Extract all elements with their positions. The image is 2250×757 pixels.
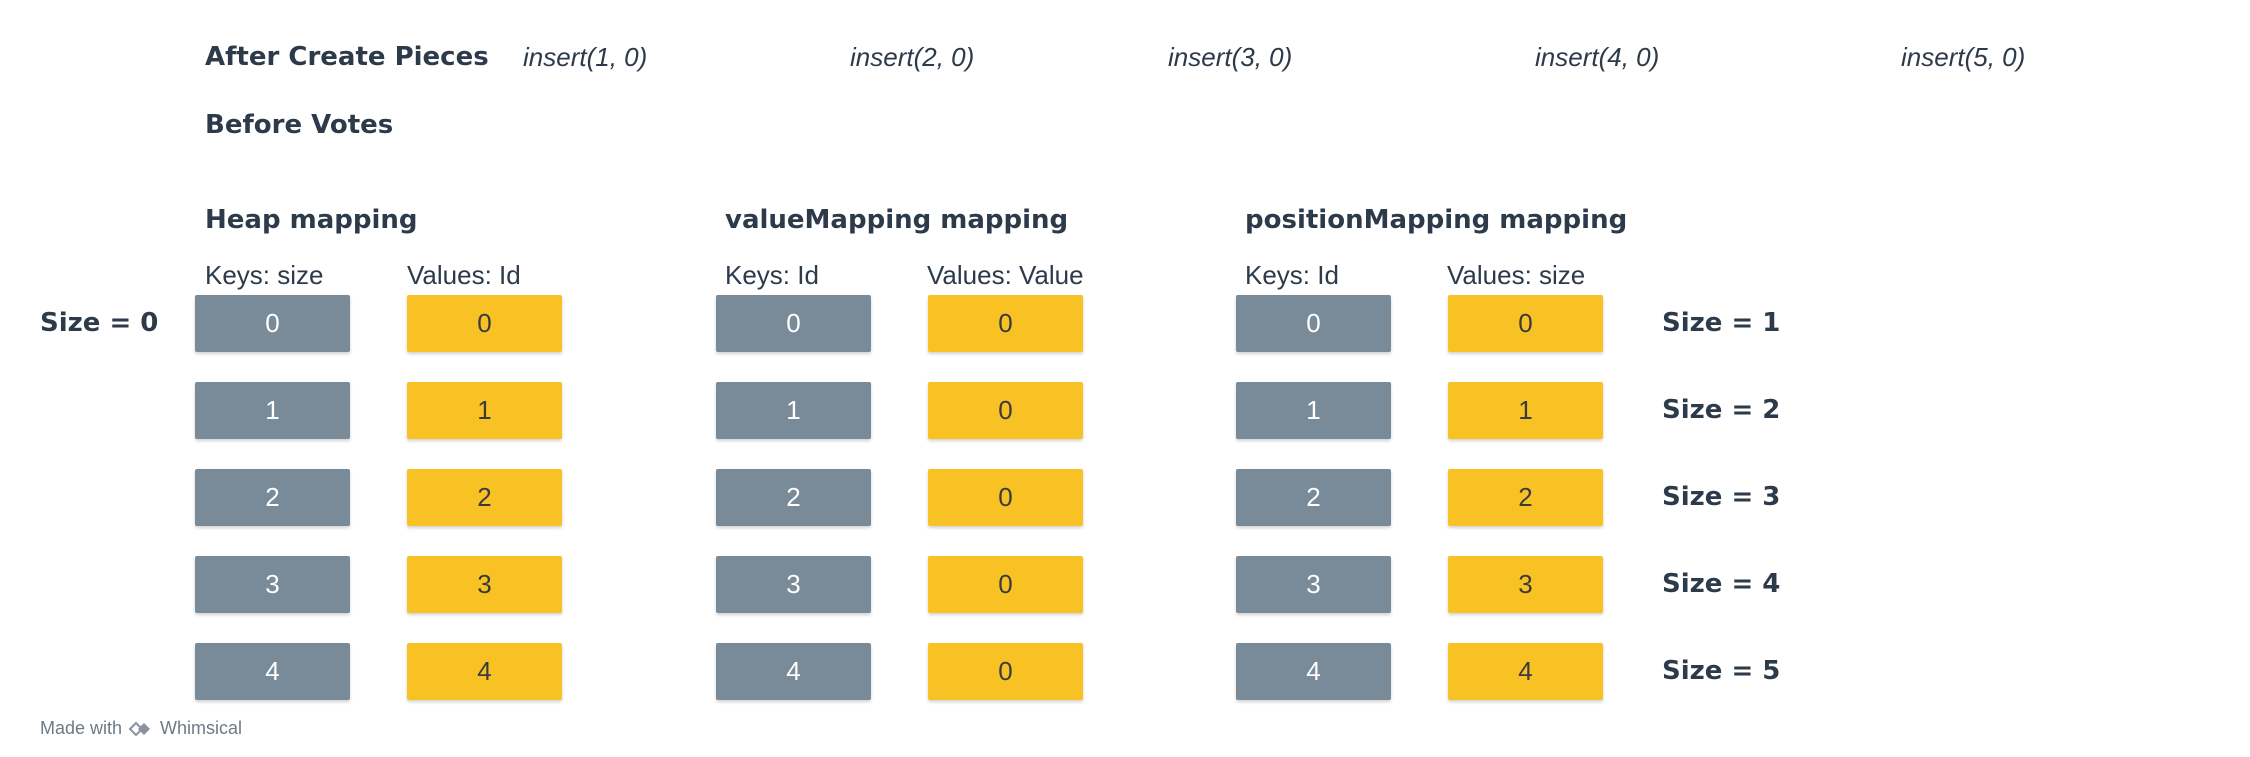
heap-key-box: 2	[195, 469, 350, 526]
position-mapping-value-box: 0	[1448, 295, 1603, 352]
value-mapping-value-box: 0	[928, 643, 1083, 700]
position-mapping-values-header: Values: size	[1447, 260, 1586, 290]
heap-value-box: 0	[407, 295, 562, 352]
position-mapping-key-box: 2	[1236, 469, 1391, 526]
before-votes-label: Before Votes	[205, 110, 394, 140]
whimsical-logo-icon	[128, 720, 154, 738]
value-mapping-value-box: 0	[928, 382, 1083, 439]
position-mapping-key-box: 4	[1236, 643, 1391, 700]
value-mapping-value-box: 0	[928, 295, 1083, 352]
made-with-label: Made with	[40, 718, 123, 738]
position-mapping-key-box: 1	[1236, 382, 1391, 439]
insert-label-4: insert(4, 0)	[1535, 42, 1660, 72]
value-mapping-key-box: 3	[716, 556, 871, 613]
position-mapping-keys-header: Keys: Id	[1245, 260, 1339, 290]
footer[interactable]: Made with Whimsical	[40, 718, 242, 739]
heap-value-box: 4	[407, 643, 562, 700]
position-mapping-title: positionMapping mapping	[1245, 205, 1628, 235]
position-mapping-value-box: 3	[1448, 556, 1603, 613]
heap-key-box: 3	[195, 556, 350, 613]
after-create-pieces-label: After Create Pieces	[205, 42, 489, 72]
heap-value-box: 2	[407, 469, 562, 526]
size-label: Size = 2	[1662, 395, 1781, 425]
position-mapping-value-box: 4	[1448, 643, 1603, 700]
whimsical-brand-label: Whimsical	[160, 718, 243, 738]
heap-value-box: 3	[407, 556, 562, 613]
position-mapping-key-box: 0	[1236, 295, 1391, 352]
heap-keys-header: Keys: size	[205, 260, 324, 290]
value-mapping-key-box: 4	[716, 643, 871, 700]
heap-key-box: 0	[195, 295, 350, 352]
size-label: Size = 5	[1662, 656, 1781, 686]
value-mapping-value-box: 0	[928, 469, 1083, 526]
heap-key-box: 1	[195, 382, 350, 439]
value-mapping-key-box: 2	[716, 469, 871, 526]
value-mapping-keys-header: Keys: Id	[725, 260, 819, 290]
insert-label-3: insert(3, 0)	[1168, 42, 1293, 72]
value-mapping-values-header: Values: Value	[927, 260, 1084, 290]
size-label: Size = 3	[1662, 482, 1781, 512]
insert-label-1: insert(1, 0)	[523, 42, 648, 72]
heap-value-box: 1	[407, 382, 562, 439]
value-mapping-value-box: 0	[928, 556, 1083, 613]
value-mapping-key-box: 1	[716, 382, 871, 439]
size-label: Size = 1	[1662, 308, 1781, 338]
heap-mapping-title: Heap mapping	[205, 205, 418, 235]
insert-label-5: insert(5, 0)	[1901, 42, 2026, 72]
value-mapping-key-box: 0	[716, 295, 871, 352]
value-mapping-title: valueMapping mapping	[725, 205, 1069, 235]
position-mapping-value-box: 1	[1448, 382, 1603, 439]
size-zero-label: Size = 0	[40, 308, 159, 338]
heap-key-box: 4	[195, 643, 350, 700]
insert-label-2: insert(2, 0)	[850, 42, 975, 72]
size-label: Size = 4	[1662, 569, 1781, 599]
heap-values-header: Values: Id	[407, 260, 521, 290]
position-mapping-key-box: 3	[1236, 556, 1391, 613]
position-mapping-value-box: 2	[1448, 469, 1603, 526]
